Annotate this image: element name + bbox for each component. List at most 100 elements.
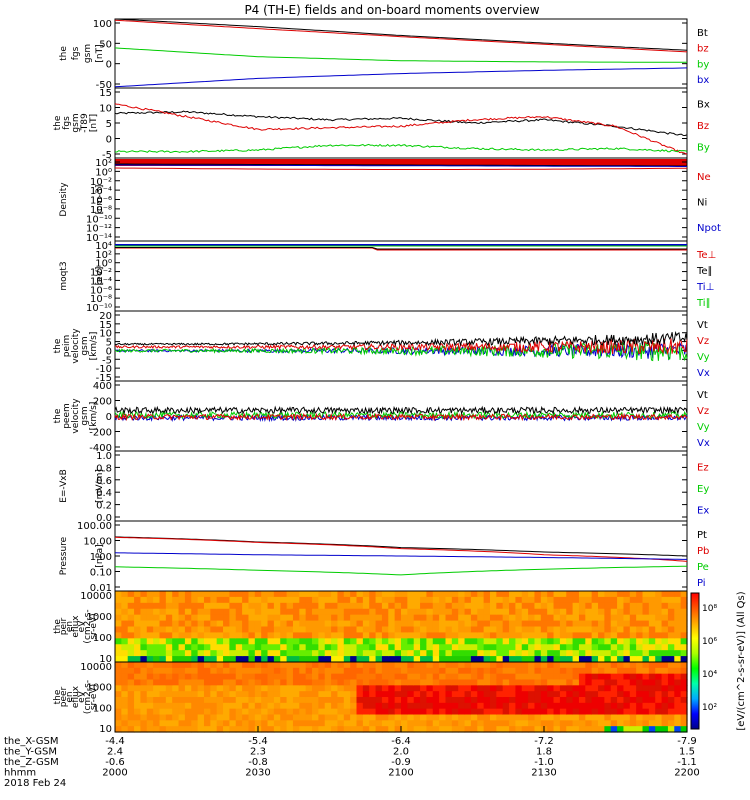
spectrogram-cell	[667, 667, 675, 675]
spectrogram-cell	[121, 726, 129, 733]
spectrogram-cell	[165, 626, 173, 634]
spectrogram-cell	[598, 679, 605, 686]
spectrogram-cell	[165, 679, 173, 686]
spectrogram-cell	[623, 620, 631, 628]
spectrogram-cell	[559, 638, 567, 645]
spectrogram-cell	[369, 602, 377, 610]
spectrogram-cell	[401, 656, 408, 663]
spectrogram-cell	[477, 602, 485, 610]
spectrogram-cell	[445, 667, 453, 675]
spectrogram-cell	[680, 691, 688, 698]
spectrogram-cell	[547, 650, 555, 657]
spectrogram-cell	[636, 620, 644, 628]
spectrogram-cell	[566, 626, 574, 634]
spectrogram-cell	[604, 720, 612, 727]
spectrogram-cell	[312, 662, 319, 669]
spectrogram-cell	[432, 656, 440, 663]
spectrogram-cell	[273, 726, 281, 733]
spectrogram-cell	[458, 702, 466, 710]
spectrogram-cell	[642, 685, 650, 692]
spectrogram-cell	[413, 644, 421, 651]
xaxis-value: 2.3	[250, 747, 266, 758]
spectrogram-cell	[629, 679, 637, 686]
spectrogram-cell	[470, 714, 478, 721]
spectrogram-cell	[489, 720, 497, 727]
spectrogram-cell	[331, 596, 339, 604]
spectrogram-cell	[477, 667, 485, 675]
spectrogram-cell	[305, 708, 313, 716]
spectrogram-cell	[655, 591, 663, 598]
spectrogram-cell	[146, 667, 154, 675]
spectrogram-cell	[413, 632, 421, 639]
panel-density: Density [cm-3]10²10⁰10⁻²10⁻⁴10⁻⁶10⁻⁸10⁻¹⁰…	[59, 157, 721, 244]
spectrogram-cell	[674, 602, 682, 610]
spectrogram-cell	[470, 679, 478, 686]
spectrogram-cell	[451, 602, 459, 610]
spectrogram-cell	[477, 685, 485, 692]
spectrogram-cell	[305, 673, 313, 681]
spectrogram-cell	[324, 650, 332, 657]
spectrogram-cell	[153, 720, 161, 727]
spectrogram-cell	[451, 626, 459, 634]
legend-Bz: Bz	[697, 121, 709, 132]
spectrogram-cell	[331, 632, 339, 639]
spectrogram-cell	[598, 650, 605, 657]
ytick-label: 50	[99, 39, 112, 50]
spectrogram-cell	[184, 667, 192, 675]
spectrogram-cell	[229, 591, 237, 598]
spectrogram-cell	[381, 644, 389, 651]
spectrogram-cell	[426, 673, 434, 681]
spectrogram-cell	[566, 679, 574, 686]
legend-Pt: Pt	[697, 530, 707, 541]
line-bz	[114, 19, 688, 53]
spectrogram-cell	[629, 691, 637, 698]
spectrogram-cell	[515, 632, 523, 639]
spectrogram-cell	[604, 608, 612, 616]
spectrogram-cell	[178, 608, 186, 616]
spectrogram-cell	[655, 650, 663, 657]
spectrogram-cell	[591, 691, 599, 698]
legend-Vz: Vz	[697, 336, 709, 347]
spectrogram-cell	[375, 667, 383, 675]
spectrogram-cell	[648, 644, 656, 651]
spectrogram-cell	[610, 602, 618, 610]
spectrogram-cell	[559, 662, 567, 669]
spectrogram-cell	[598, 644, 605, 651]
spectrogram-cell	[464, 602, 472, 610]
spectrogram-cell	[216, 697, 224, 704]
spectrogram-cell	[534, 638, 542, 645]
spectrogram-cell	[648, 614, 656, 622]
spectrogram-cell	[337, 596, 345, 604]
spectrogram-cell	[165, 685, 173, 692]
spectrogram-cell	[617, 596, 625, 604]
spectrogram-cell	[381, 650, 389, 657]
marker-band	[115, 159, 687, 166]
spectrogram-cell	[362, 673, 370, 681]
spectrogram-cell	[312, 638, 319, 645]
line-Ni	[115, 163, 687, 167]
spectrogram-cell	[134, 596, 142, 604]
spectrogram-cell	[350, 602, 358, 610]
spectrogram-cell	[331, 638, 339, 645]
spectrogram-cell	[172, 608, 180, 616]
spectrogram-cell	[267, 638, 275, 645]
line-Ne	[114, 167, 688, 170]
spectrogram-cell	[254, 614, 262, 622]
spectrogram-cell	[559, 591, 567, 598]
spectrogram-cell	[591, 673, 599, 681]
spectrogram-cell	[210, 591, 218, 598]
spectrogram-cell	[598, 697, 605, 704]
xaxis-row-label: the_Y-GSM	[4, 747, 57, 758]
spectrogram-cell	[197, 702, 205, 710]
spectrogram-cell	[489, 650, 497, 657]
spectrogram-cell	[324, 656, 332, 663]
spectrogram-cell	[432, 602, 440, 610]
spectrogram-cell	[267, 673, 275, 681]
spectrogram-cell	[388, 602, 396, 610]
spectrogram-cell	[273, 656, 281, 663]
panel-ylabel-line: gsm	[80, 336, 90, 355]
spectrogram-cell	[591, 702, 599, 710]
spectrogram-cell	[362, 632, 370, 639]
panel-ylabel-line: sr-eV)	[89, 613, 99, 639]
spectrogram-cell	[521, 726, 529, 733]
